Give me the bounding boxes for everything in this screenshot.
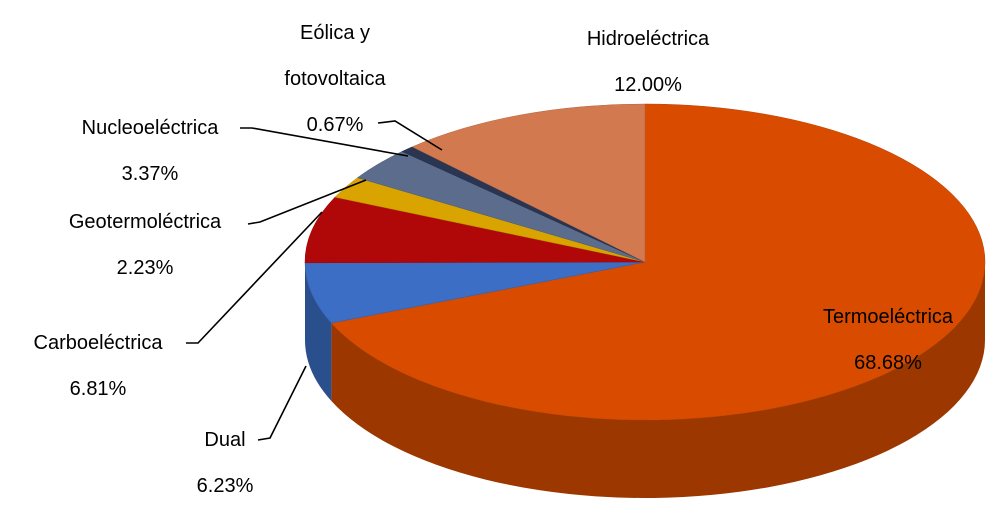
slice-label: Carboeléctrica 6.81% [34,320,163,412]
value-label: 68.68% [854,352,922,374]
category-name: Termoeléctrica [822,306,954,328]
value-label: 6.81% [69,378,127,400]
slice-label: Hidroeléctrica 12.00% [587,16,709,108]
leader-line [377,120,443,151]
slice-label: Termoeléctrica 68.68% [823,294,953,386]
category-name: Dual [204,429,246,451]
category-name: Eólica y fotovoltaica [284,22,386,90]
category-name: Hidroeléctrica [586,28,710,50]
slice-label: Eólica y fotovoltaica 0.67% [260,10,410,148]
slice-label: Nucleoeléctrica 3.37% [82,105,219,197]
category-name: Geotermoléctrica [68,211,222,233]
leader-line [186,211,323,344]
value-label: 2.23% [116,257,174,279]
slice [304,261,646,324]
value-label: 3.37% [121,163,179,185]
slice [411,103,646,263]
value-label: 12.00% [614,74,682,96]
slice-side [305,262,332,402]
slice-side [331,262,986,499]
leader-line [257,365,307,441]
category-name: Carboeléctrica [33,332,163,354]
slice [330,103,986,421]
leader-line [240,127,409,157]
slice [304,196,646,264]
slice-label: Geotermoléctrica 2.23% [69,199,221,291]
leader-line [247,179,367,225]
slice-label: Dual 6.23% [197,417,254,509]
category-name: Nucleoeléctrica [81,117,219,139]
value-label: 0.67% [306,114,364,136]
value-label: 6.23% [196,475,254,497]
